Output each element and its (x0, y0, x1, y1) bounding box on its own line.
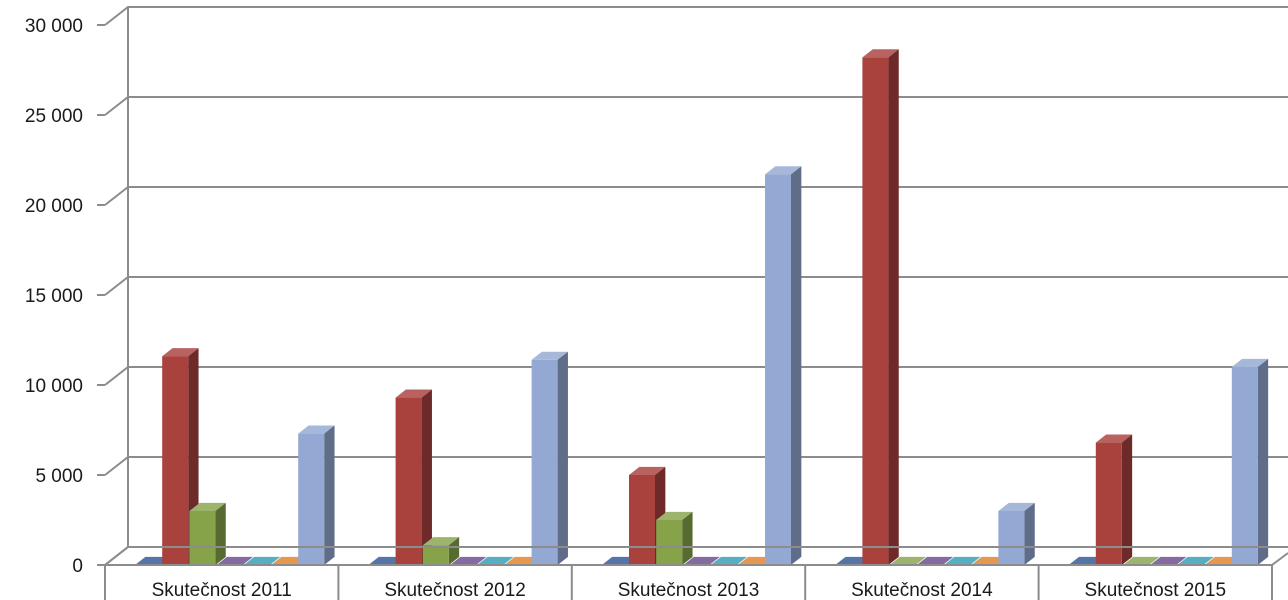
bar-top (395, 389, 432, 398)
y-tick-label: 20 000 (25, 196, 83, 217)
bar-5-3 (1123, 556, 1160, 565)
x-category-label: Skutečnost 2013 (618, 580, 760, 600)
bar-side (1121, 434, 1133, 565)
bar-5-7 (1231, 358, 1269, 565)
bar-side (1257, 358, 1269, 565)
bar-5-4 (1150, 556, 1187, 565)
labels: 0 5 000 10 000 15 000 20 000 25 000 30 000 Skut… (25, 16, 1226, 600)
bar-top (862, 49, 899, 58)
bar-top (450, 556, 487, 565)
bar-1-7 (298, 425, 335, 565)
bar-front (862, 57, 889, 566)
bar-top (298, 425, 335, 434)
bar-top (162, 348, 199, 357)
bar-2-5 (477, 556, 514, 565)
bar-top (683, 556, 720, 565)
bar-4-2 (862, 49, 899, 566)
bar-1-3 (189, 502, 226, 565)
bar-side (791, 166, 802, 566)
bar-side (215, 502, 226, 565)
bar-front (189, 511, 216, 565)
y-tick-label: 0 (72, 556, 83, 577)
bar-top (216, 556, 253, 565)
y-tick-label: 10 000 (25, 376, 83, 397)
bar-top (765, 166, 802, 175)
bar-front (656, 520, 683, 565)
bar-2-7 (531, 351, 568, 565)
bar-side (682, 511, 693, 565)
bar-front (162, 356, 189, 565)
bar-1-2 (162, 348, 199, 565)
bar-4-4 (916, 556, 954, 565)
bar-top (1095, 434, 1133, 443)
x-category-label: Skutečnost 2014 (851, 580, 993, 600)
bar-2-4 (450, 556, 487, 565)
axes (97, 7, 1288, 600)
bar-front (298, 433, 325, 565)
x-category-label: Skutečnost 2015 (1085, 580, 1227, 600)
bar-front (629, 475, 655, 565)
bar-3-3 (656, 511, 693, 565)
bar-top (710, 556, 747, 565)
bar-1-5 (243, 556, 281, 565)
bar-front (1231, 367, 1258, 565)
gridline-25000 (104, 96, 1288, 116)
bar-side (888, 49, 899, 566)
bar-front (531, 359, 558, 565)
gridline-10000 (104, 366, 1288, 386)
bar-top (1231, 358, 1269, 367)
floor-right-edge (1271, 552, 1288, 566)
bar-side (448, 537, 460, 565)
x-category-label: Skutečnost 2012 (384, 580, 526, 600)
bar-top (889, 556, 926, 565)
bar-5-5 (1177, 556, 1214, 565)
bar-side (421, 389, 432, 565)
bar-2-3 (422, 537, 460, 565)
bar-top (656, 511, 693, 520)
bars (135, 49, 1269, 566)
bar-3-4 (683, 556, 720, 565)
bar-top (477, 556, 514, 565)
bar-2-2 (395, 389, 432, 565)
bar-top (1177, 556, 1214, 565)
bar-front (765, 174, 791, 565)
y-tick-label: 15 000 (25, 286, 83, 307)
floor-back-edge (104, 546, 1288, 566)
bar-top (944, 556, 981, 565)
gridline-30000 (104, 6, 1288, 26)
bar-side (1024, 502, 1035, 565)
gridline-15000 (104, 276, 1288, 296)
bar-top (243, 556, 281, 565)
x-category-label: Skutečnost 2011 (152, 580, 292, 600)
bar-1-4 (216, 556, 253, 565)
y-tick-label: 5 000 (35, 466, 83, 487)
bar-front (422, 545, 449, 565)
bar-top (1150, 556, 1187, 565)
y-tick-label: 25 000 (25, 106, 83, 127)
bar-3-7 (765, 166, 802, 566)
bar-top (1123, 556, 1160, 565)
bar-5-2 (1095, 434, 1133, 565)
bar-front (1095, 442, 1122, 565)
bar-side (557, 351, 568, 565)
y-tick-label: 30 000 (25, 16, 83, 37)
bar-4-5 (944, 556, 981, 565)
gridline-20000 (104, 186, 1288, 206)
bar-top (422, 537, 460, 546)
bar-top (629, 466, 666, 475)
bar-top (189, 502, 226, 511)
bar-3-5 (710, 556, 747, 565)
bar-top (531, 351, 568, 360)
bar-4-7 (998, 502, 1035, 565)
bar-front (998, 511, 1025, 565)
bar-4-3 (889, 556, 926, 565)
bar-front (395, 397, 422, 565)
bar-side (324, 425, 335, 565)
bar-top (916, 556, 954, 565)
bar-top (998, 502, 1035, 511)
